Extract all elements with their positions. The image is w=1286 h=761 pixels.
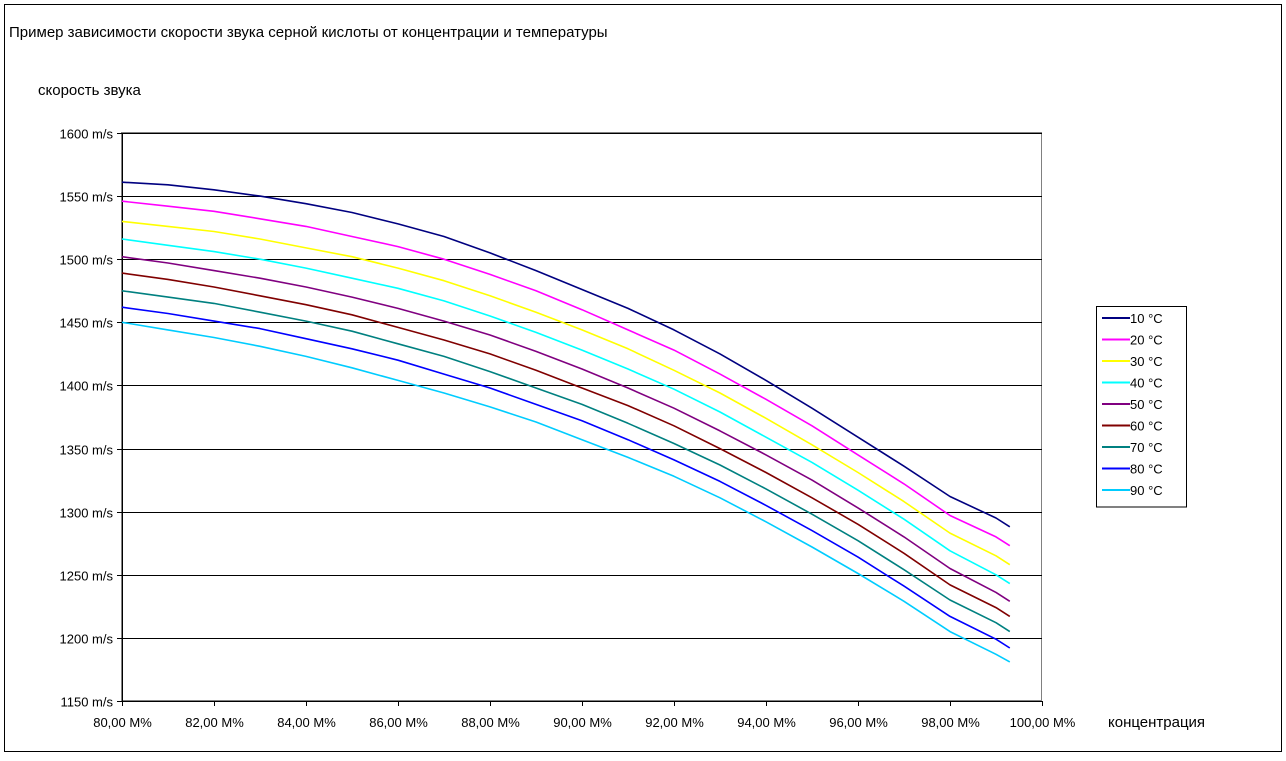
series-line-1 bbox=[121, 181, 1011, 528]
series-line-8 bbox=[121, 306, 1011, 649]
series-line-6 bbox=[121, 272, 1011, 618]
x-tick-label: 96,00 M% bbox=[829, 715, 888, 730]
series-line-5 bbox=[121, 255, 1011, 602]
legend-label: 80 °C bbox=[1130, 462, 1163, 477]
legend-label: 40 °C bbox=[1130, 376, 1163, 391]
legend-label: 70 °C bbox=[1130, 440, 1163, 455]
x-tick-label: 80,00 M% bbox=[93, 715, 152, 730]
y-tick-label: 1400 m/s bbox=[60, 379, 114, 394]
y-axis-label: скорость звука bbox=[38, 82, 142, 99]
y-tick-label: 1450 m/s bbox=[60, 316, 114, 331]
x-tick-label: 100,00 M% bbox=[1010, 715, 1076, 730]
x-tick-label: 84,00 M% bbox=[277, 715, 336, 730]
axes: 1150 m/s 1200 m/s 1250 m/s 1300 m/s 1350 m/s… bbox=[60, 127, 1076, 731]
y-tick-label: 1600 m/s bbox=[60, 127, 114, 142]
x-tick-label: 82,00 M% bbox=[185, 715, 244, 730]
x-tick-label: 90,00 M% bbox=[553, 715, 612, 730]
y-tick-label: 1250 m/s bbox=[60, 569, 114, 584]
series-line-3 bbox=[121, 220, 1011, 566]
y-tick-label: 1300 m/s bbox=[60, 506, 114, 521]
series-line-9 bbox=[121, 321, 1011, 663]
outer-frame bbox=[4, 4, 1282, 752]
y-tick-label: 1500 m/s bbox=[60, 253, 114, 268]
chart-title: Пример зависимости скорости звука серной… bbox=[9, 24, 608, 41]
legend-label: 30 °C bbox=[1130, 354, 1163, 369]
x-tick-label: 86,00 M% bbox=[369, 715, 428, 730]
legend: 10 °C 20 °C 30 °C 40 °C 50 °C 60 °C 70 °C 80 °C… bbox=[1096, 306, 1187, 508]
y-tick-label: 1350 m/s bbox=[60, 443, 114, 458]
y-tick-label: 1550 m/s bbox=[60, 190, 114, 205]
x-tick-label: 98,00 M% bbox=[921, 715, 980, 730]
plot-area bbox=[121, 132, 1042, 701]
x-tick-label: 88,00 M% bbox=[461, 715, 520, 730]
legend-label: 60 °C bbox=[1130, 419, 1163, 434]
legend-label: 10 °C bbox=[1130, 311, 1163, 326]
legend-label: 20 °C bbox=[1130, 333, 1163, 348]
series-lines bbox=[121, 181, 1011, 663]
y-tick-label: 1150 m/s bbox=[60, 695, 113, 710]
series-line-4 bbox=[121, 238, 1011, 585]
x-axis-label: концентрация bbox=[1108, 714, 1205, 731]
y-tick-label: 1200 m/s bbox=[60, 632, 114, 647]
legend-label: 50 °C bbox=[1130, 397, 1163, 412]
x-tick-label: 94,00 M% bbox=[737, 715, 796, 730]
x-tick-label: 92,00 M% bbox=[645, 715, 704, 730]
series-line-2 bbox=[121, 200, 1011, 547]
legend-label: 90 °C bbox=[1130, 483, 1163, 498]
series-line-7 bbox=[121, 290, 1011, 633]
